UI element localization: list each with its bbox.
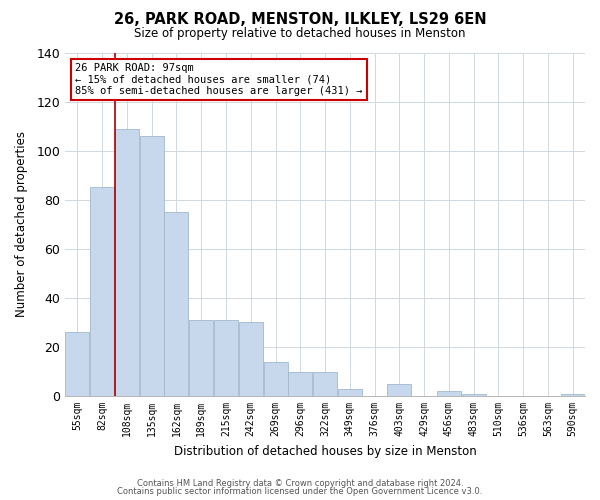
Bar <box>164 212 188 396</box>
Bar <box>214 320 238 396</box>
Bar <box>189 320 213 396</box>
Bar <box>338 388 362 396</box>
Bar <box>461 394 485 396</box>
Bar <box>288 372 312 396</box>
Text: 26 PARK ROAD: 97sqm
← 15% of detached houses are smaller (74)
85% of semi-detach: 26 PARK ROAD: 97sqm ← 15% of detached ho… <box>76 63 363 96</box>
Bar <box>263 362 287 396</box>
Bar <box>90 188 114 396</box>
Text: Size of property relative to detached houses in Menston: Size of property relative to detached ho… <box>134 28 466 40</box>
Bar <box>140 136 164 396</box>
Bar <box>239 322 263 396</box>
Text: Contains public sector information licensed under the Open Government Licence v3: Contains public sector information licen… <box>118 487 482 496</box>
Bar <box>560 394 584 396</box>
Y-axis label: Number of detached properties: Number of detached properties <box>15 132 28 318</box>
X-axis label: Distribution of detached houses by size in Menston: Distribution of detached houses by size … <box>173 444 476 458</box>
Text: Contains HM Land Registry data © Crown copyright and database right 2024.: Contains HM Land Registry data © Crown c… <box>137 478 463 488</box>
Bar <box>115 128 139 396</box>
Bar <box>437 391 461 396</box>
Bar <box>388 384 412 396</box>
Text: 26, PARK ROAD, MENSTON, ILKLEY, LS29 6EN: 26, PARK ROAD, MENSTON, ILKLEY, LS29 6EN <box>113 12 487 28</box>
Bar <box>65 332 89 396</box>
Bar <box>313 372 337 396</box>
